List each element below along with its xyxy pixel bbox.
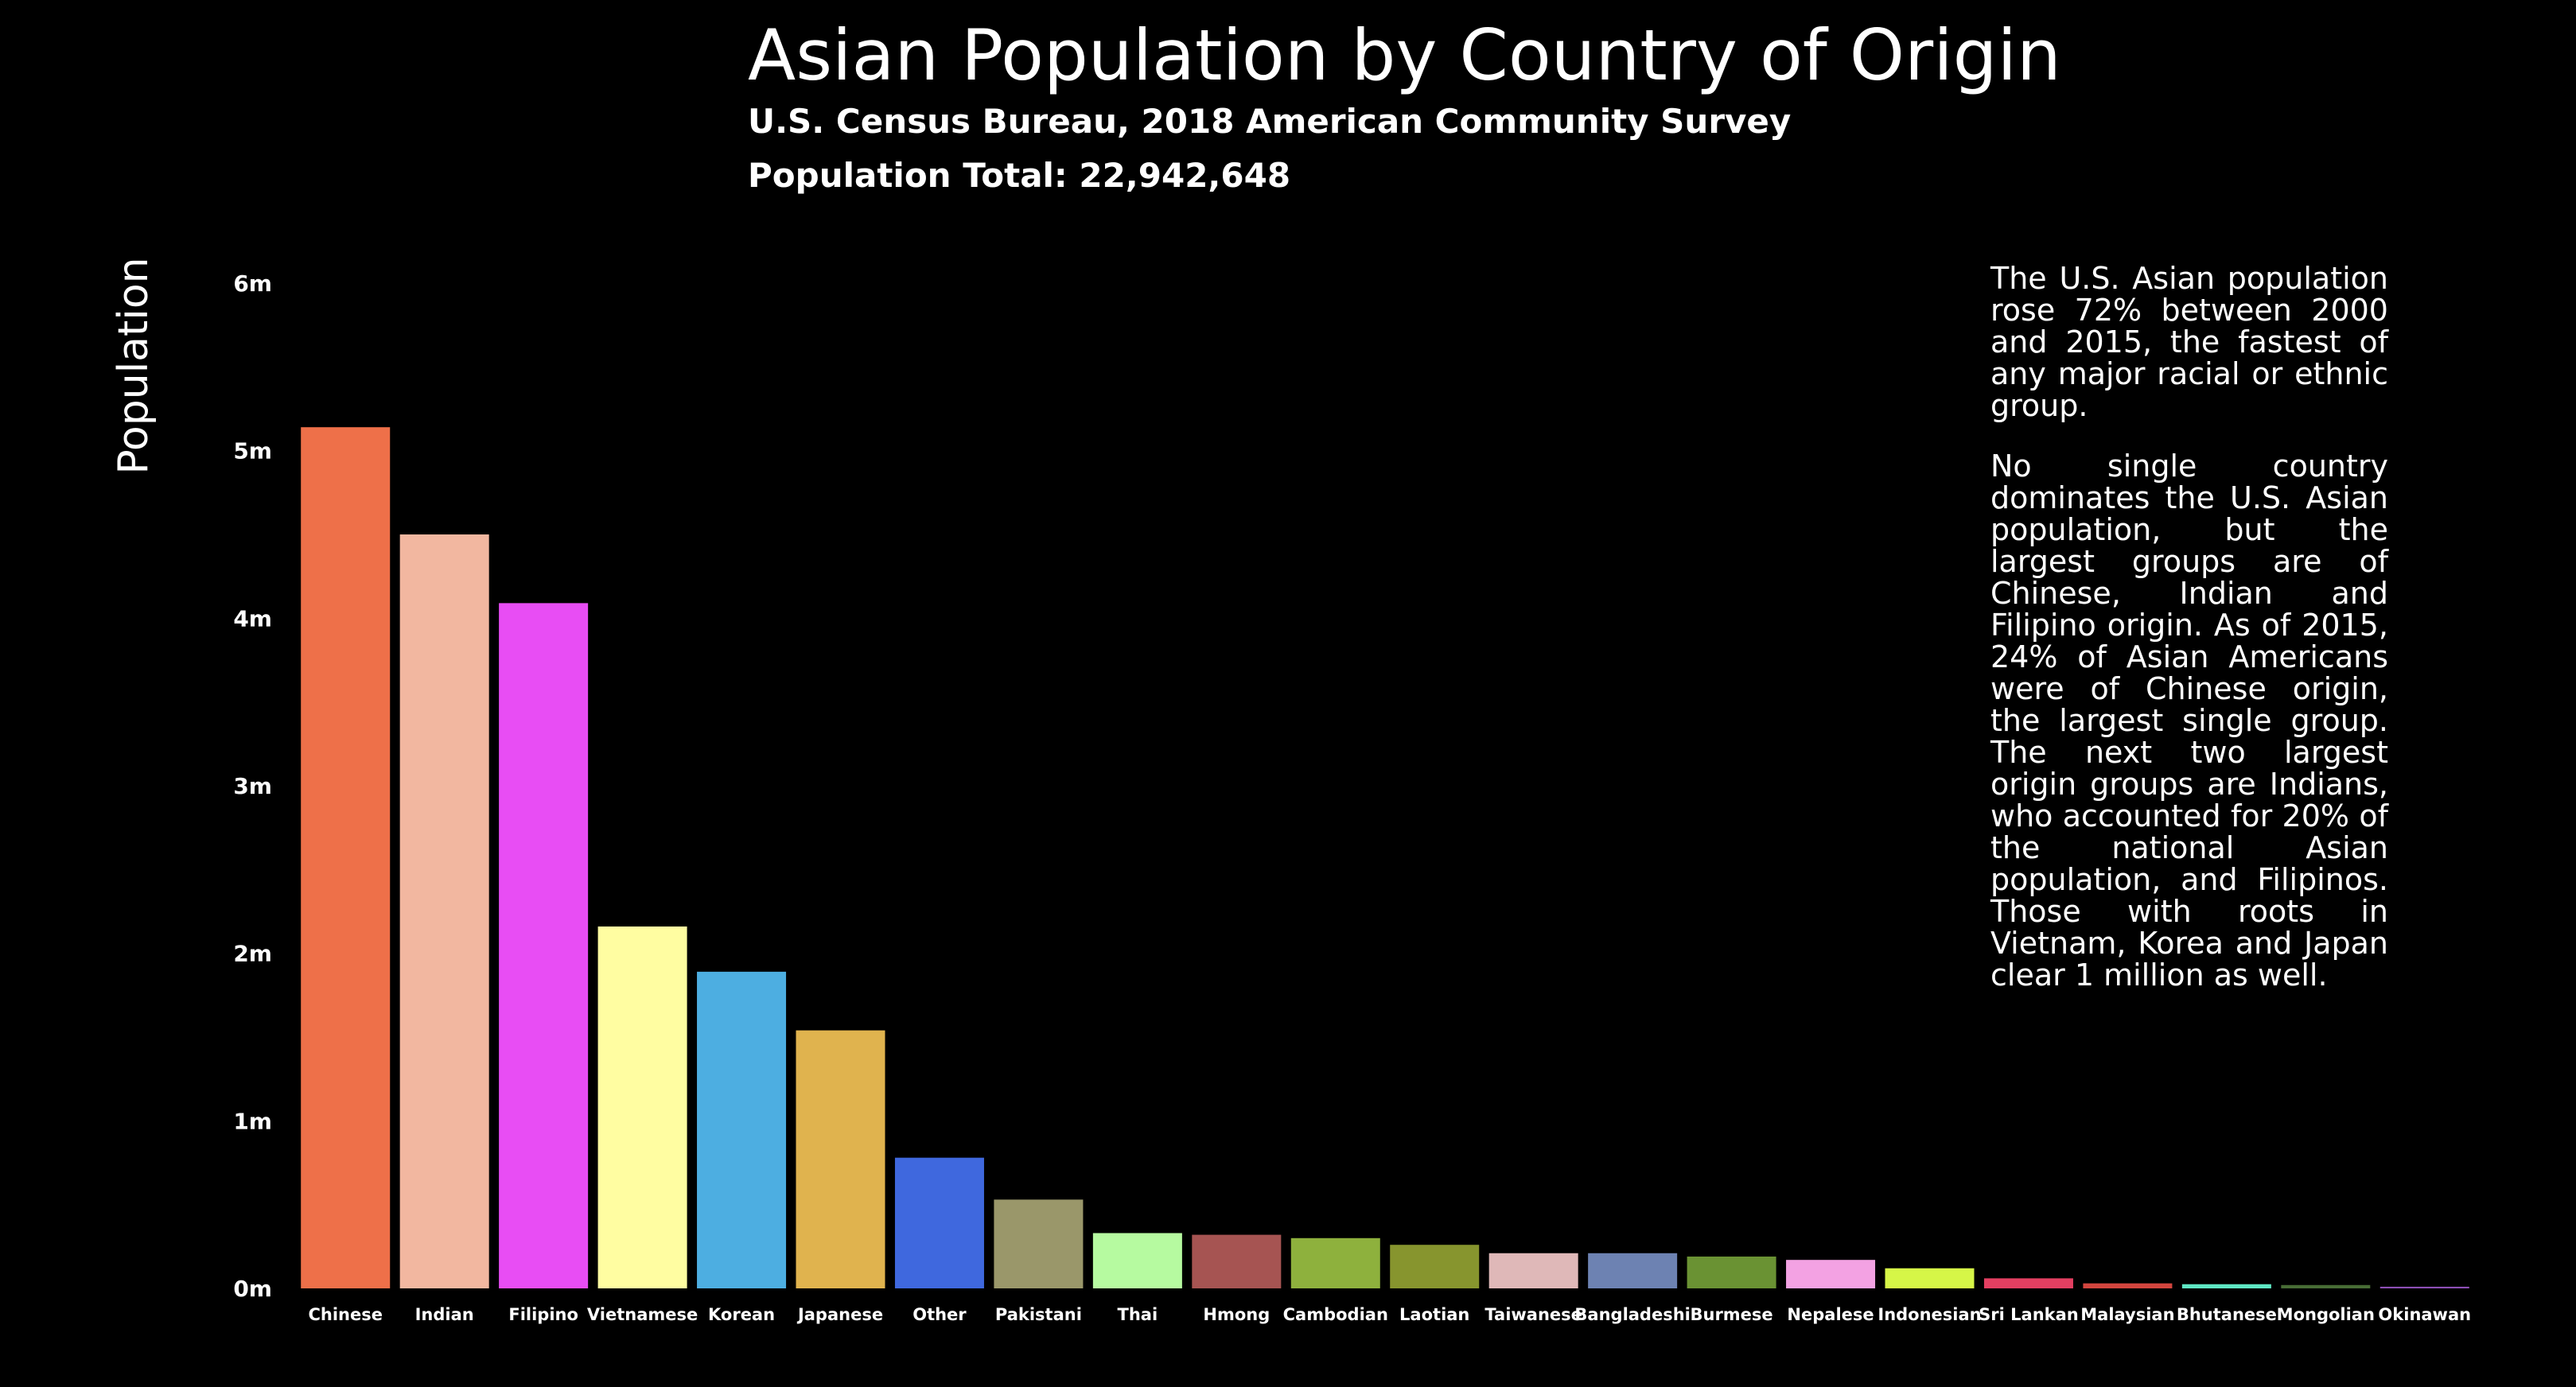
x-tick-label: Sri Lankan (1979, 1305, 2079, 1324)
x-axis: Chinese Indian Filipino Vietnamese Korean Jap… (308, 1305, 2471, 1324)
bar-korean (697, 971, 787, 1288)
y-tick-label: 4m (233, 605, 272, 631)
bar-japanese (796, 1030, 885, 1288)
bar-vietnamese (597, 926, 687, 1288)
y-tick-label: 1m (233, 1108, 272, 1134)
bar-indian (399, 534, 489, 1288)
y-axis-label: Population (110, 257, 158, 474)
x-tick-label: Cambodian (1283, 1305, 1388, 1324)
x-tick-label: Bangladeshi (1574, 1305, 1690, 1324)
bar-filipino (499, 603, 589, 1288)
y-tick-label: 0m (233, 1276, 272, 1302)
bar-mongolian (2281, 1284, 2371, 1288)
bar-thai (1092, 1233, 1182, 1288)
x-tick-label: Indian (415, 1305, 474, 1324)
bar-pakistani (994, 1199, 1084, 1288)
x-tick-label: Korean (708, 1305, 775, 1324)
bar-nepalese (1786, 1260, 1876, 1288)
population-total: Population Total: 22,942,648 (748, 156, 1290, 195)
bars (301, 427, 2469, 1288)
bar-malaysian (2083, 1283, 2173, 1288)
description-paragraph: No single country dominates the U.S. Asi… (1990, 449, 2388, 993)
x-tick-label: Burmese (1690, 1305, 1772, 1324)
x-tick-label: Indonesian (1878, 1305, 1981, 1324)
x-tick-label: Filipino (508, 1305, 578, 1324)
x-tick-label: Hmong (1203, 1305, 1270, 1324)
x-tick-label: Vietnamese (587, 1305, 698, 1324)
x-tick-label: Nepalese (1787, 1305, 1874, 1324)
description-panel: The U.S. Asian population rose 72% betwe… (1990, 262, 2388, 1020)
x-tick-label: Taiwanese (1485, 1305, 1582, 1324)
bar-taiwanese (1488, 1253, 1578, 1288)
x-tick-label: Bhutanese (2177, 1305, 2277, 1324)
bar-chinese (301, 427, 391, 1288)
x-tick-label: Laotian (1399, 1305, 1469, 1324)
bar-bangladeshi (1588, 1253, 1678, 1288)
y-tick-label: 5m (233, 438, 272, 464)
y-axis: 0m 1m 2m 3m 4m 5m 6m (233, 270, 272, 1302)
y-tick-label: 6m (233, 270, 272, 297)
bar-sri-lankan (1983, 1278, 2073, 1288)
population-total-value: 22,942,648 (1079, 156, 1291, 195)
population-total-label: Population Total: (748, 156, 1068, 195)
bar-indonesian (1885, 1268, 1975, 1288)
x-tick-label: Okinawan (2378, 1305, 2471, 1324)
bar-cambodian (1290, 1237, 1380, 1288)
description-paragraph: The U.S. Asian population rose 72% betwe… (1990, 261, 2388, 423)
bar-laotian (1390, 1245, 1480, 1288)
bar-burmese (1687, 1256, 1776, 1288)
x-tick-label: Pakistani (995, 1305, 1082, 1324)
x-tick-label: Mongolian (2277, 1305, 2375, 1324)
x-tick-label: Japanese (796, 1305, 883, 1324)
x-tick-label: Thai (1118, 1305, 1158, 1324)
x-tick-label: Other (912, 1305, 967, 1324)
y-tick-label: 3m (233, 773, 272, 799)
bar-hmong (1192, 1234, 1282, 1288)
y-tick-label: 2m (233, 941, 272, 967)
x-tick-label: Malaysian (2080, 1305, 2174, 1324)
bar-okinawan (2379, 1286, 2469, 1288)
chart-title: Asian Population by Country of Origin (748, 14, 2061, 96)
bar-bhutanese (2181, 1284, 2271, 1288)
chart-subtitle: U.S. Census Bureau, 2018 American Commun… (748, 102, 1792, 141)
x-tick-label: Chinese (308, 1305, 383, 1324)
bar-other (894, 1157, 984, 1288)
